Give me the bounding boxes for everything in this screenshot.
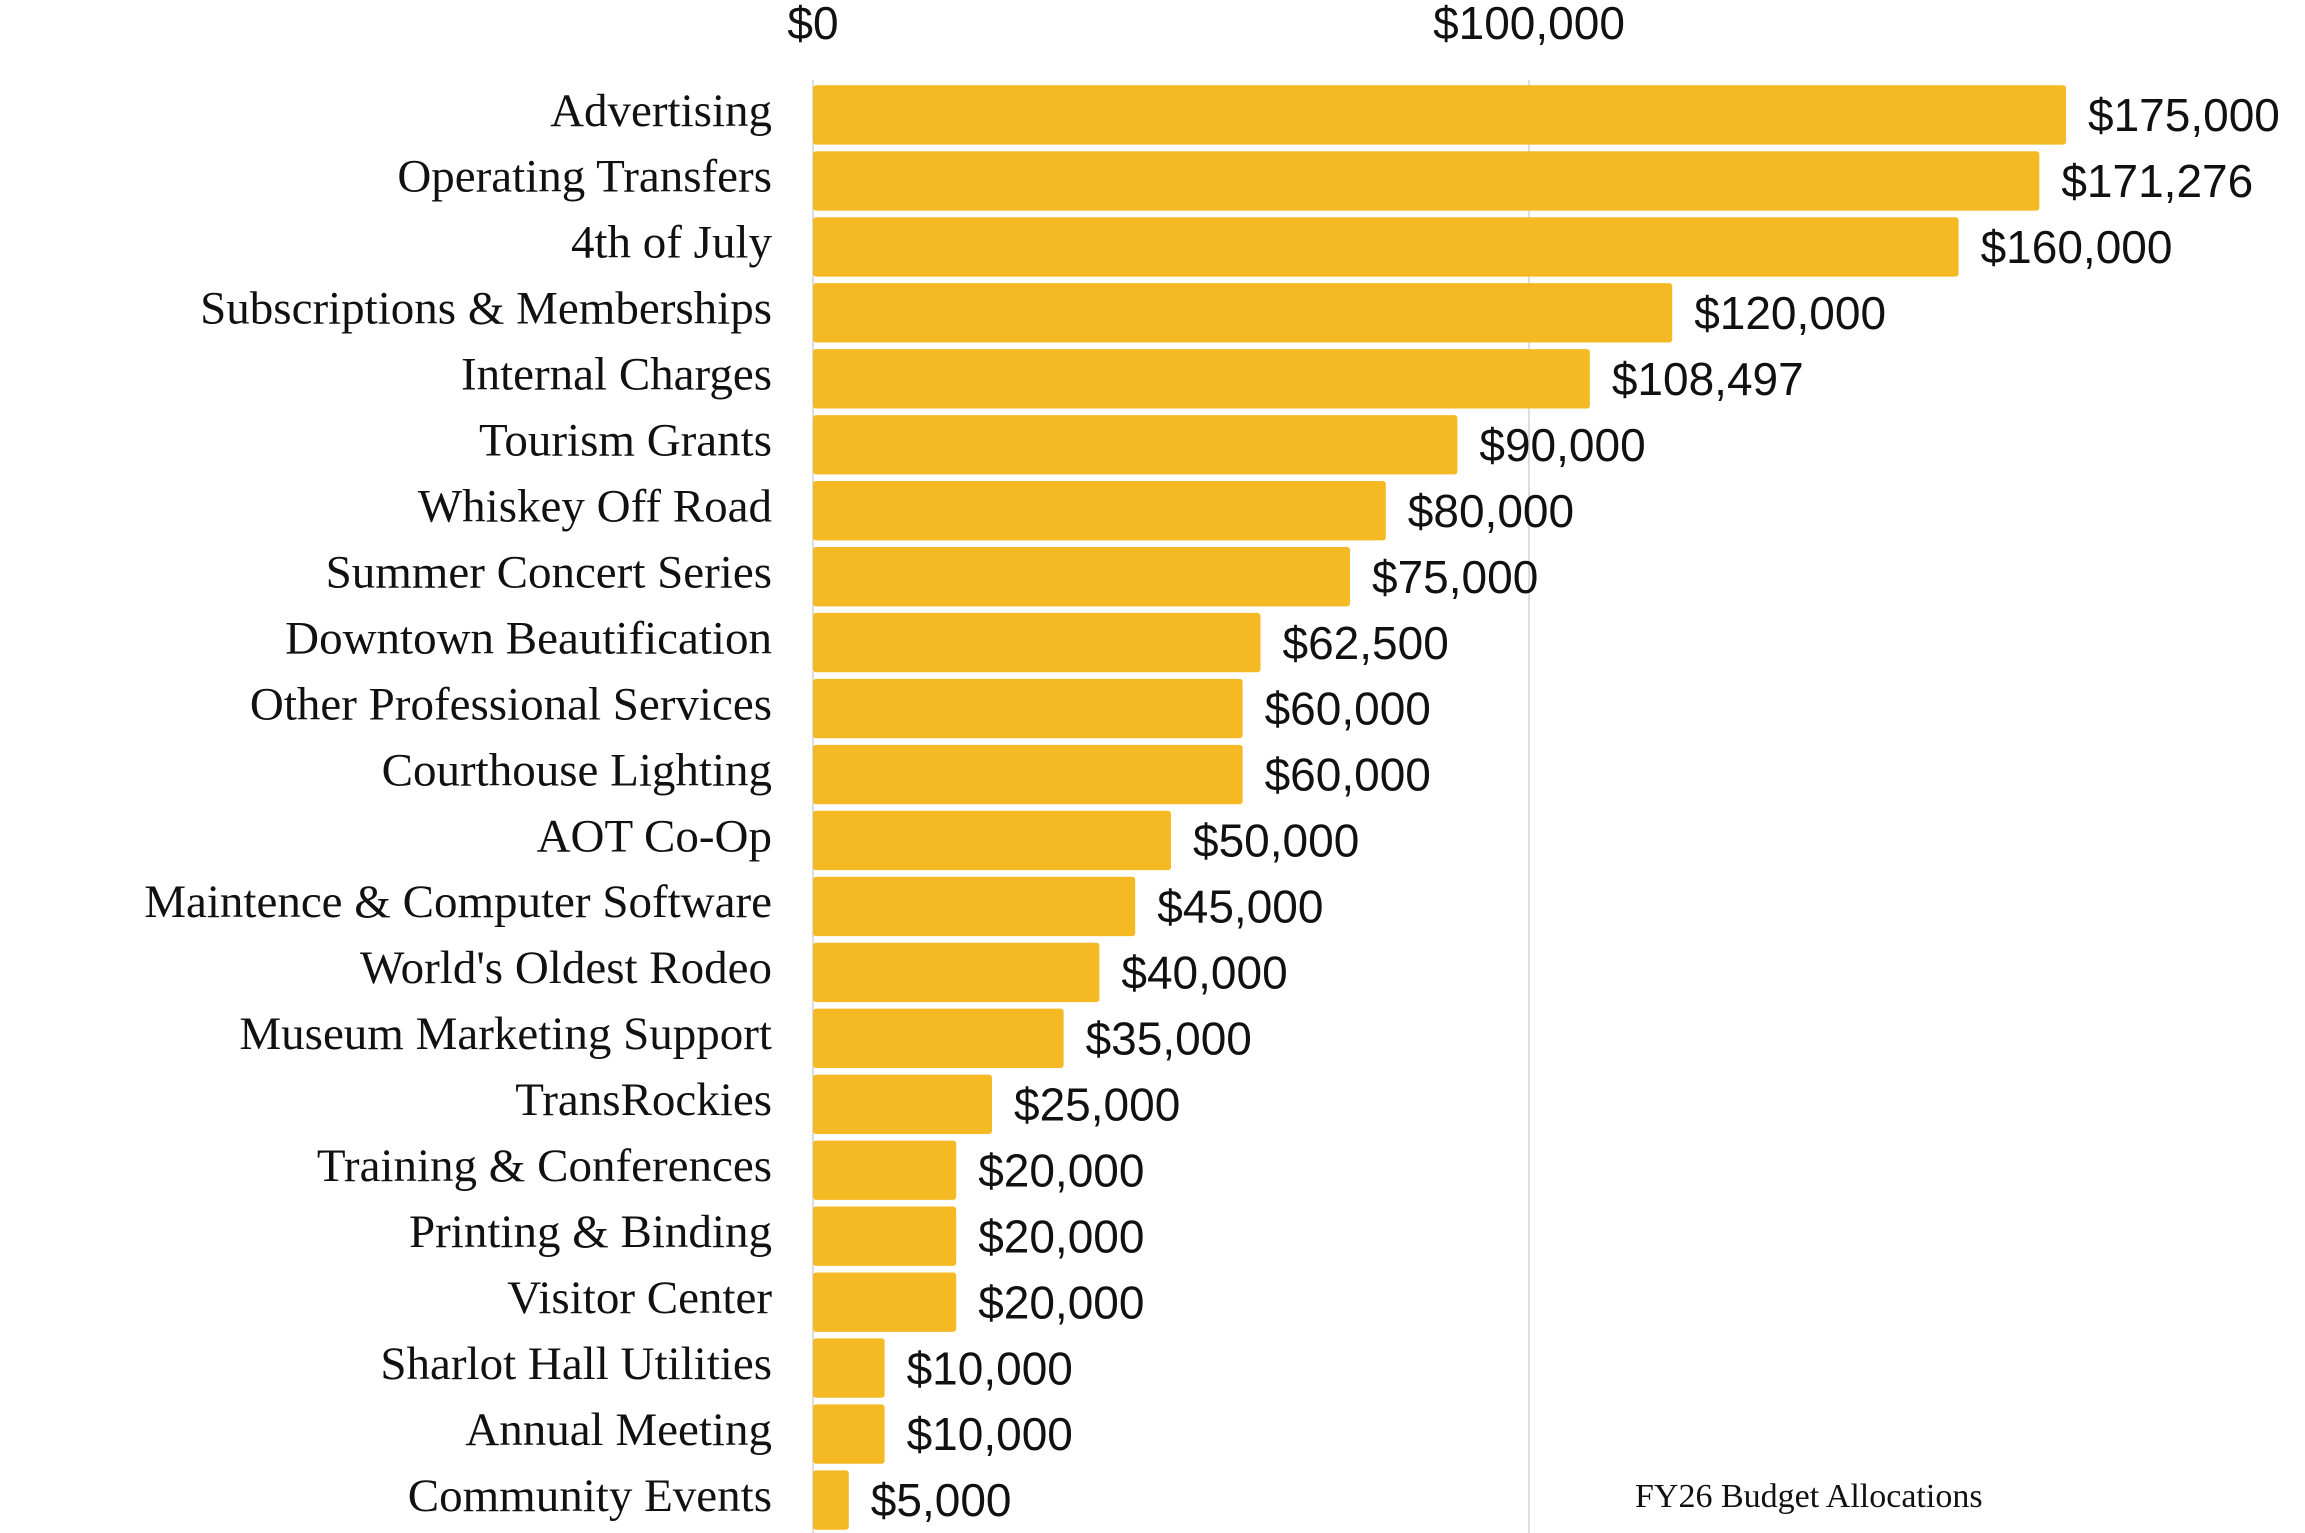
bar <box>813 481 1386 541</box>
y-tick-label: Subscriptions & Memberships <box>200 283 772 335</box>
bar <box>813 810 1171 871</box>
bar <box>813 151 2040 211</box>
y-tick-label: TransRockies <box>515 1074 772 1126</box>
value-label: $40,000 <box>1121 947 1287 999</box>
y-tick-label: Tourism Grants <box>479 415 772 467</box>
y-tick-label: World's Oldest Rodeo <box>360 942 772 994</box>
bar <box>813 1206 957 1266</box>
bar <box>813 612 1261 673</box>
value-label: $45,000 <box>1157 881 1323 933</box>
value-label: $62,500 <box>1283 617 1449 669</box>
value-label: $160,000 <box>1981 221 2173 273</box>
value-label: $108,497 <box>1612 353 1804 405</box>
bar <box>813 1140 957 1200</box>
bar <box>813 1470 849 1530</box>
value-label: $10,000 <box>907 1342 1073 1394</box>
y-tick-label: AOT Co-Op <box>537 810 772 862</box>
bar <box>813 349 1590 409</box>
bar <box>813 744 1243 805</box>
value-label: $90,000 <box>1479 419 1645 471</box>
value-label: $50,000 <box>1193 815 1359 867</box>
y-tick-label: 4th of July <box>571 217 773 269</box>
bar <box>813 1008 1064 1069</box>
x-tick-label: $0 <box>787 0 838 49</box>
value-label: $80,000 <box>1408 485 1574 537</box>
y-tick-label: Advertising <box>550 85 772 137</box>
value-label: $5,000 <box>871 1474 1012 1526</box>
value-label: $20,000 <box>978 1144 1144 1196</box>
y-tick-label: Sharlot Hall Utilities <box>380 1338 772 1390</box>
bar <box>813 1074 992 1134</box>
y-tick-label: Community Events <box>408 1470 772 1522</box>
y-tick-label: Maintence & Computer Software <box>144 876 772 928</box>
value-label: $25,000 <box>1014 1078 1180 1130</box>
y-tick-label: Visitor Center <box>507 1272 772 1324</box>
value-label: $35,000 <box>1086 1012 1252 1064</box>
y-tick-label: Printing & Binding <box>409 1206 772 1258</box>
bar <box>813 1338 885 1398</box>
value-label: $10,000 <box>907 1408 1073 1460</box>
y-tick-label: Operating Transfers <box>397 151 772 203</box>
bar <box>813 217 1959 277</box>
bar <box>813 546 1350 607</box>
annotation: FY26 Budget Allocations <box>1635 1478 1983 1515</box>
value-label: $171,276 <box>2061 155 2253 207</box>
y-tick-label: Downtown Beautification <box>285 612 772 664</box>
y-tick-label: Summer Concert Series <box>326 546 772 598</box>
y-tick-label: Annual Meeting <box>465 1404 772 1456</box>
bar <box>813 876 1136 937</box>
value-label: $20,000 <box>978 1210 1144 1262</box>
value-label: $75,000 <box>1372 551 1538 603</box>
y-tick-label: Whiskey Off Road <box>418 480 772 532</box>
bar <box>813 942 1100 1003</box>
y-tick-label: Courthouse Lighting <box>382 744 772 796</box>
value-label: $60,000 <box>1265 683 1431 735</box>
bar <box>813 415 1458 475</box>
value-label: $20,000 <box>978 1276 1144 1328</box>
y-tick-label: Internal Charges <box>461 349 772 401</box>
value-label: $60,000 <box>1265 749 1431 801</box>
bar <box>813 283 1673 343</box>
bar <box>813 85 2066 145</box>
y-tick-label: Other Professional Services <box>250 678 772 730</box>
value-label: $120,000 <box>1694 287 1886 339</box>
y-tick-label: Training & Conferences <box>317 1140 772 1192</box>
value-label: $175,000 <box>2088 89 2280 141</box>
y-tick-label: Museum Marketing Support <box>239 1008 772 1060</box>
bar <box>813 678 1243 739</box>
bar <box>813 1272 957 1332</box>
x-tick-label: $100,000 <box>1433 0 1625 49</box>
bar <box>813 1404 885 1464</box>
